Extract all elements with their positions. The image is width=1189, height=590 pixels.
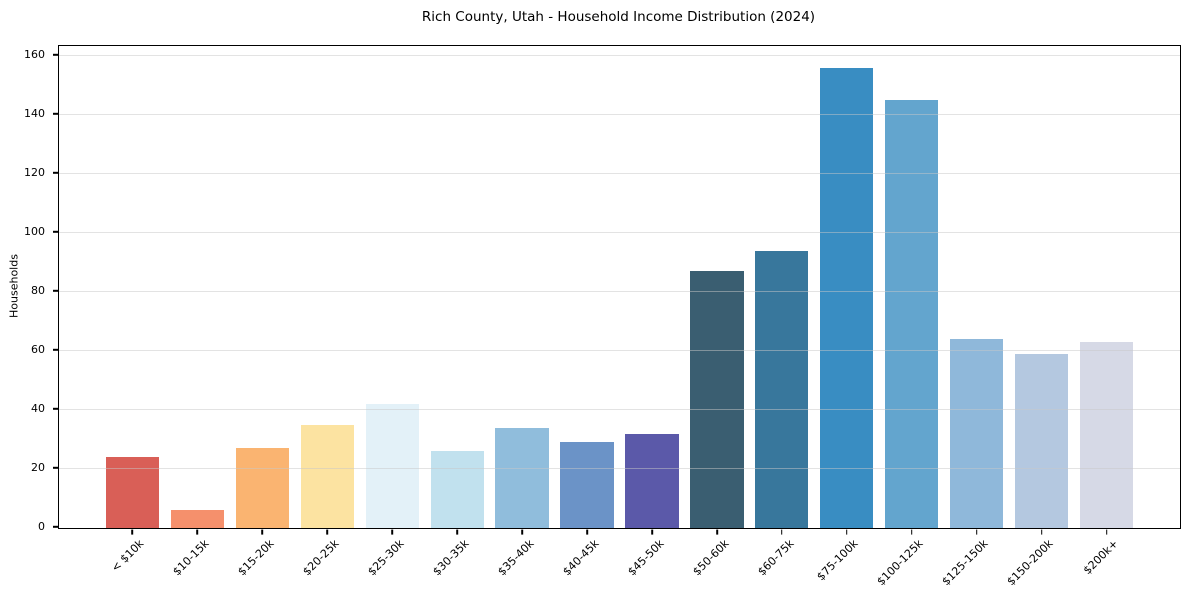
y-tick-label: 20 — [31, 461, 45, 475]
bar-slot: < $10k — [100, 46, 165, 575]
x-tick-label: $10-15k — [170, 537, 212, 579]
x-tick-mark — [845, 529, 848, 535]
y-tick-mark — [53, 290, 58, 292]
x-tick-mark — [975, 529, 978, 535]
x-tick-mark — [196, 529, 199, 535]
y-tick-mark — [53, 54, 58, 56]
x-tick-label: $45-50k — [624, 537, 667, 579]
y-tick-label: 80 — [31, 284, 45, 298]
x-tick-mark — [391, 529, 394, 535]
bar-$30-35k — [430, 451, 484, 528]
x-tick-mark — [586, 529, 588, 535]
x-tick-mark — [910, 529, 913, 535]
bar-slot: $25-30k — [360, 46, 425, 578]
x-tick-mark — [521, 529, 523, 535]
x-tick-mark — [456, 529, 458, 535]
bar-slot: $50-60k — [684, 46, 749, 578]
x-tick-label: < $10k — [109, 537, 147, 575]
bar-$15-20k — [235, 448, 289, 528]
y-tick-label: 40 — [31, 402, 45, 416]
bar-$150-200k — [1014, 353, 1069, 528]
x-tick-label: $75-100k — [814, 537, 861, 584]
bar-slot: $20-25k — [295, 46, 360, 578]
x-tick-label: $25-30k — [365, 537, 407, 579]
y-tick-label: 0 — [38, 520, 45, 533]
y-tick-label: 140 — [24, 107, 45, 121]
chart-title: Rich County, Utah - Household Income Dis… — [421, 9, 816, 25]
bar-slot: $150-200k — [1005, 46, 1074, 588]
bar-$25-30k — [365, 404, 419, 528]
x-tick-mark — [651, 529, 653, 535]
bar-< $10k — [105, 457, 160, 528]
bar-$20-25k — [300, 424, 354, 528]
x-tick-label: $30-35k — [430, 537, 472, 579]
bar-$45-50k — [625, 433, 679, 528]
bar-$125-150k — [950, 339, 1004, 528]
bar-slot: $15-20k — [230, 46, 295, 578]
bar-slot: $40-45k — [555, 46, 620, 578]
y-tick-mark — [53, 408, 58, 410]
y-tick-mark — [53, 231, 58, 233]
y-tick-label: 120 — [24, 166, 45, 180]
y-axis-ticks: 0 20 40 60 80 100 120 140 160 — [0, 45, 58, 533]
y-tick-mark — [53, 172, 58, 174]
x-tick-label: $50-60k — [689, 537, 732, 579]
bar-slot: $200k+ — [1074, 46, 1139, 577]
bar-$75-100k — [820, 67, 874, 528]
x-tick-mark — [1040, 529, 1043, 535]
x-tick-mark — [781, 529, 783, 535]
bar-slot: $125-150k — [940, 46, 1009, 588]
y-tick-mark — [53, 526, 58, 528]
bar-slot: $35-40k — [490, 46, 555, 578]
bar-$35-40k — [495, 427, 549, 528]
x-tick-mark — [1105, 529, 1108, 535]
x-tick-label: $100-125k — [874, 537, 926, 589]
bar-$100-125k — [885, 100, 939, 528]
x-tick-mark — [261, 529, 264, 535]
x-tick-label: $125-150k — [939, 537, 991, 589]
y-tick-mark — [53, 113, 58, 115]
y-tick-mark — [53, 467, 58, 469]
y-tick-label: 160 — [24, 48, 45, 62]
y-tick-mark — [53, 349, 58, 351]
bars-container: < $10k $10-15k $15-20k $20-25k $25-30k $30-35… — [59, 46, 1180, 588]
bar-slot: $30-35k — [425, 46, 490, 578]
x-tick-mark — [131, 529, 134, 535]
bar-slot: $10-15k — [165, 46, 230, 578]
bar-$50-60k — [690, 271, 744, 528]
bar-$200k+ — [1079, 342, 1134, 528]
bar-$10-15k — [170, 510, 225, 528]
x-tick-label: $150-200k — [1004, 537, 1056, 589]
bar-$60-75k — [755, 250, 809, 528]
y-tick-label: 60 — [31, 343, 45, 357]
bar-slot: $60-75k — [749, 46, 814, 578]
x-tick-label: $15-20k — [235, 537, 277, 579]
x-tick-mark — [326, 529, 329, 535]
x-tick-label: $20-25k — [300, 537, 342, 579]
bar-$40-45k — [560, 442, 614, 528]
bar-slot: $75-100k — [814, 46, 879, 583]
x-tick-label: $35-40k — [495, 537, 537, 579]
x-tick-label: $200k+ — [1080, 537, 1121, 578]
y-tick-label: 100 — [24, 225, 45, 239]
bar-slot: $100-125k — [875, 46, 944, 588]
x-tick-mark — [716, 529, 718, 535]
x-tick-label: $40-45k — [559, 537, 602, 579]
plot-area: < $10k $10-15k $15-20k $20-25k $25-30k $30-35… — [58, 45, 1181, 588]
bar-slot: $45-50k — [620, 46, 685, 578]
x-tick-label: $60-75k — [754, 537, 797, 579]
